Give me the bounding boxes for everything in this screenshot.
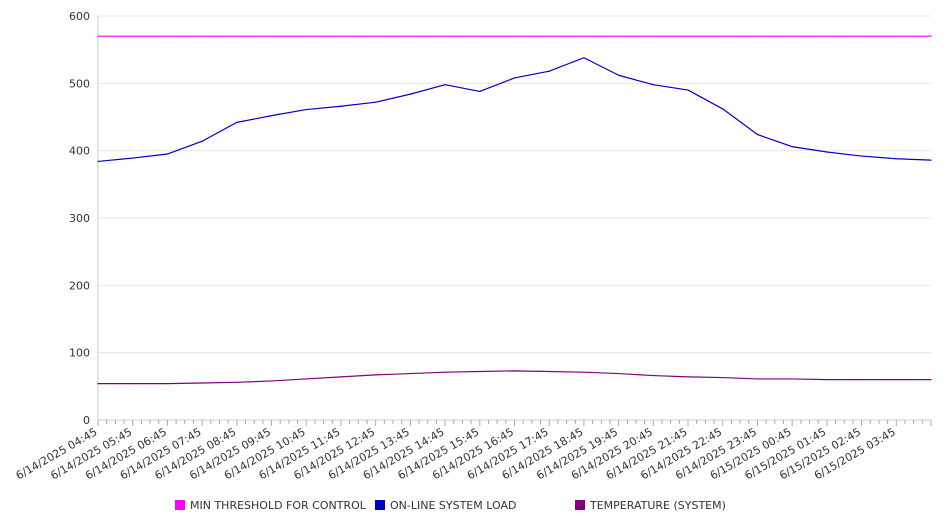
data-point xyxy=(236,121,238,123)
y-tick-label: 500 xyxy=(69,77,90,90)
y-axis: 0 100 200 300 400 500 600 xyxy=(69,10,99,427)
legend: MIN THRESHOLD FOR CONTROL ON-LINE SYSTEM … xyxy=(175,499,726,512)
data-point xyxy=(687,89,689,91)
data-point xyxy=(895,158,897,160)
data-point xyxy=(201,35,203,37)
data-point xyxy=(652,374,654,377)
legend-label: ON-LINE SYSTEM LOAD xyxy=(390,499,516,512)
data-point xyxy=(722,376,724,379)
data-point xyxy=(270,115,273,117)
data-point xyxy=(132,383,134,385)
data-point xyxy=(444,35,446,37)
data-point xyxy=(756,378,759,380)
data-point xyxy=(791,146,793,148)
data-point xyxy=(756,133,759,136)
data-point xyxy=(652,84,654,86)
data-point xyxy=(548,370,550,373)
gridlines xyxy=(98,15,931,421)
data-point xyxy=(826,35,828,37)
series-line-2 xyxy=(98,370,931,385)
data-point xyxy=(860,379,863,381)
data-point xyxy=(201,382,203,384)
legend-swatch xyxy=(575,500,585,510)
data-point xyxy=(132,157,134,159)
legend-swatch xyxy=(175,500,185,510)
data-point xyxy=(618,372,620,375)
y-tick-label: 600 xyxy=(69,10,90,23)
legend-label: MIN THRESHOLD FOR CONTROL xyxy=(190,499,367,512)
data-point xyxy=(97,35,99,37)
data-point xyxy=(930,159,932,161)
data-point xyxy=(513,77,516,79)
legend-label: TEMPERATURE (SYSTEM) xyxy=(589,499,726,512)
data-point xyxy=(305,378,307,380)
data-point xyxy=(860,35,863,37)
data-point xyxy=(618,74,620,76)
data-point xyxy=(722,35,724,37)
data-point xyxy=(826,151,828,153)
y-tick-label: 100 xyxy=(69,347,90,360)
data-point xyxy=(722,108,724,110)
data-point xyxy=(895,35,897,37)
data-point xyxy=(270,380,273,382)
data-point xyxy=(132,35,134,37)
data-point xyxy=(444,84,446,86)
data-point xyxy=(791,378,793,380)
series-line-1 xyxy=(97,57,932,163)
data-point xyxy=(479,370,481,373)
data-point xyxy=(409,93,411,95)
data-point xyxy=(340,35,342,37)
data-point xyxy=(375,101,377,103)
data-point xyxy=(687,376,689,378)
data-point xyxy=(791,35,793,37)
data-point xyxy=(97,383,99,385)
data-point xyxy=(236,35,238,37)
data-point xyxy=(97,160,99,163)
data-point xyxy=(513,370,516,372)
data-point xyxy=(166,35,169,37)
data-point xyxy=(305,35,307,37)
data-point xyxy=(583,35,585,37)
data-point xyxy=(618,35,620,37)
data-point xyxy=(479,35,481,37)
y-tick-label: 400 xyxy=(69,145,90,158)
data-point xyxy=(409,35,411,37)
data-point xyxy=(340,376,342,378)
data-point xyxy=(583,57,585,59)
legend-swatch xyxy=(375,500,385,510)
series-lines xyxy=(97,35,932,385)
data-point xyxy=(652,35,654,37)
data-point xyxy=(826,379,828,381)
data-point xyxy=(375,374,377,376)
y-tick-label: 200 xyxy=(69,279,90,292)
data-point xyxy=(305,108,307,111)
data-point xyxy=(930,379,932,381)
data-point xyxy=(270,35,273,37)
x-axis: 6/14/2025 04:456/14/2025 05:456/14/2025 … xyxy=(14,419,932,482)
y-tick-label: 300 xyxy=(69,212,90,225)
data-point xyxy=(548,70,550,72)
data-point xyxy=(166,153,169,155)
data-point xyxy=(583,371,585,373)
data-point xyxy=(340,105,342,107)
data-point xyxy=(930,35,932,37)
data-point xyxy=(444,371,446,373)
data-point xyxy=(895,379,897,381)
data-point xyxy=(479,90,481,93)
data-point xyxy=(409,372,411,375)
data-point xyxy=(548,35,550,37)
data-point xyxy=(687,35,689,37)
data-point xyxy=(166,383,169,385)
data-point xyxy=(860,155,863,157)
y-tick-label: 0 xyxy=(83,414,90,427)
data-point xyxy=(513,35,516,37)
data-point xyxy=(236,381,238,383)
data-point xyxy=(756,35,759,37)
data-point xyxy=(375,35,377,37)
data-point xyxy=(201,140,203,142)
